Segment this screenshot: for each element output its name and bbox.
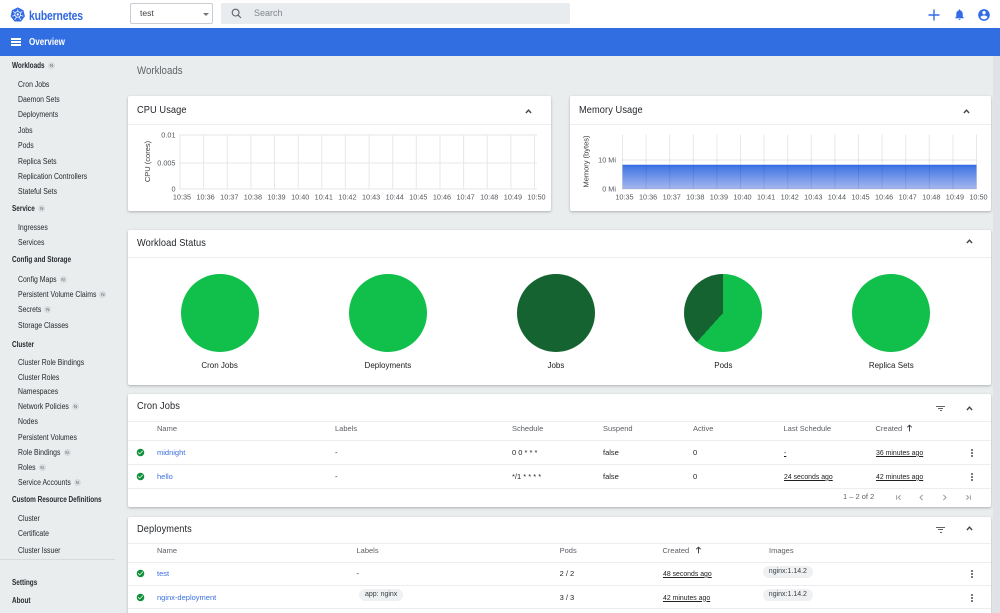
svg-text:0: 0 (171, 185, 175, 194)
svg-text:10:40: 10:40 (733, 193, 751, 202)
svg-text:10:47: 10:47 (898, 193, 916, 202)
svg-text:10:46: 10:46 (433, 193, 451, 202)
svg-text:10:44: 10:44 (827, 193, 845, 202)
svg-text:10:35: 10:35 (173, 193, 191, 202)
svg-text:10:43: 10:43 (362, 193, 380, 202)
svg-text:10:50: 10:50 (969, 193, 987, 202)
svg-text:10:44: 10:44 (386, 193, 404, 202)
svg-text:10:48: 10:48 (922, 193, 940, 202)
svg-text:10:40: 10:40 (291, 193, 309, 202)
svg-text:10:38: 10:38 (686, 193, 704, 202)
svg-text:10:39: 10:39 (267, 193, 285, 202)
svg-text:10:41: 10:41 (756, 193, 774, 202)
svg-text:10:39: 10:39 (709, 193, 727, 202)
svg-text:10:47: 10:47 (456, 193, 474, 202)
svg-text:10:48: 10:48 (480, 193, 498, 202)
svg-text:10:37: 10:37 (662, 193, 680, 202)
svg-text:10:43: 10:43 (804, 193, 822, 202)
svg-text:10:37: 10:37 (220, 193, 238, 202)
svg-text:10:36: 10:36 (196, 193, 214, 202)
svg-text:10:46: 10:46 (874, 193, 892, 202)
svg-text:10:36: 10:36 (638, 193, 656, 202)
svg-text:0 Mi: 0 Mi (602, 185, 616, 194)
svg-text:10:42: 10:42 (780, 193, 798, 202)
svg-text:10 Mi: 10 Mi (598, 156, 616, 165)
svg-text:10:49: 10:49 (945, 193, 963, 202)
svg-text:0.005: 0.005 (157, 159, 175, 168)
svg-text:10:50: 10:50 (527, 193, 545, 202)
svg-text:10:45: 10:45 (851, 193, 869, 202)
svg-text:10:35: 10:35 (615, 193, 633, 202)
svg-text:10:38: 10:38 (244, 193, 262, 202)
svg-text:10:45: 10:45 (409, 193, 427, 202)
svg-text:10:41: 10:41 (315, 193, 333, 202)
svg-text:10:42: 10:42 (338, 193, 356, 202)
svg-text:0.01: 0.01 (161, 131, 175, 140)
svg-text:10:49: 10:49 (504, 193, 522, 202)
